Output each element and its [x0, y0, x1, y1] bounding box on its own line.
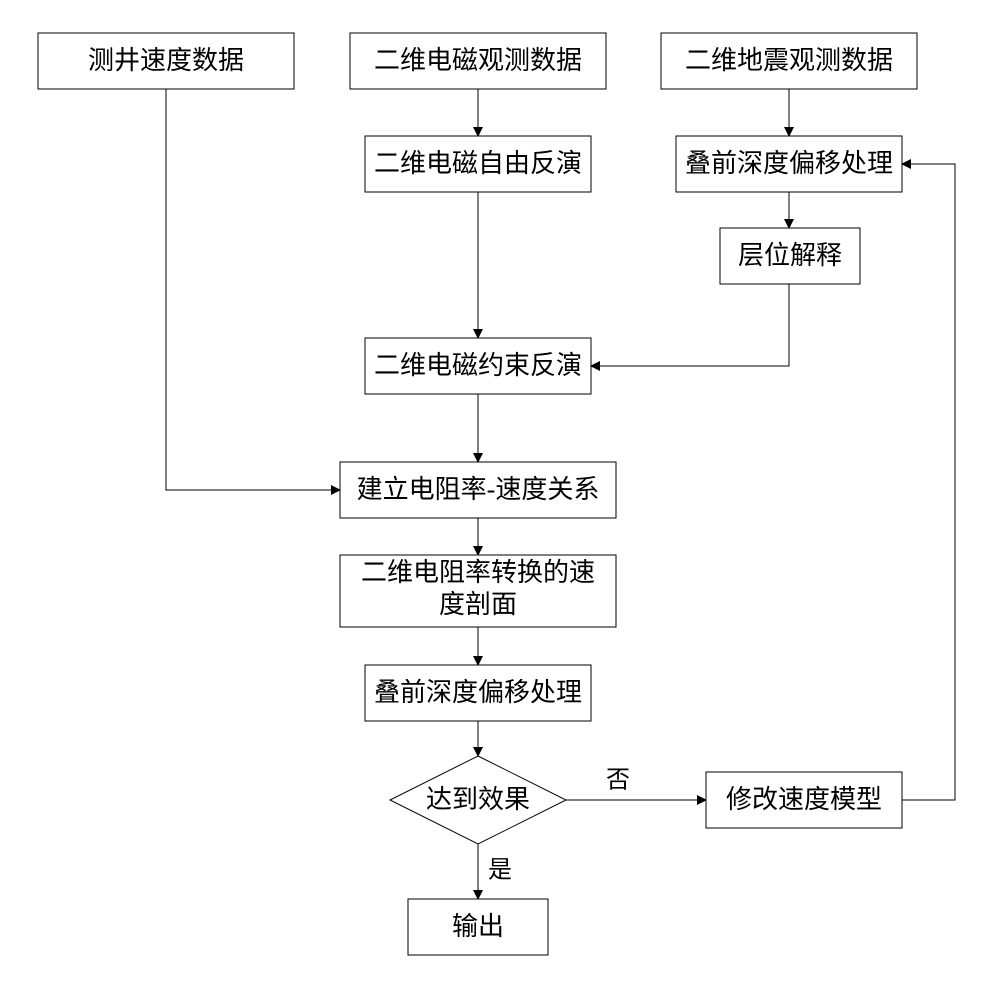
node-label-n_modify: 修改速度模型: [726, 785, 882, 814]
node-label-n_dec: 达到效果: [426, 785, 530, 814]
node-label-n_em_free: 二维电磁自由反演: [374, 149, 582, 178]
edge-e13: [902, 164, 955, 800]
node-label-n_pre2: 叠前深度偏移处理: [374, 678, 582, 707]
node-label-n_sz_obs: 二维地震观测数据: [685, 46, 893, 75]
edge-label-e11: 否: [606, 768, 630, 794]
node-label-n_vprof-0: 二维电阻率转换的速: [361, 558, 595, 587]
node-label-n_em_obs: 二维电磁观测数据: [374, 46, 582, 75]
node-label-n_out: 输出: [452, 912, 504, 941]
edge-label-e12: 是: [488, 858, 512, 884]
node-label-n_rv_rel: 建立电阻率-速度关系: [357, 475, 600, 504]
node-label-n_vprof-1: 度剖面: [439, 590, 517, 619]
flowchart-canvas: 否是测井速度数据二维电磁观测数据二维地震观测数据二维电磁自由反演叠前深度偏移处理…: [0, 0, 999, 1000]
node-label-n_preproc: 叠前深度偏移处理: [685, 149, 893, 178]
edge-e5: [591, 284, 789, 366]
edge-e7: [166, 89, 340, 490]
node-label-n_em_con: 二维电磁约束反演: [374, 351, 582, 380]
node-label-n_horizon: 层位解释: [738, 241, 842, 270]
node-label-n_well: 测井速度数据: [88, 46, 244, 75]
